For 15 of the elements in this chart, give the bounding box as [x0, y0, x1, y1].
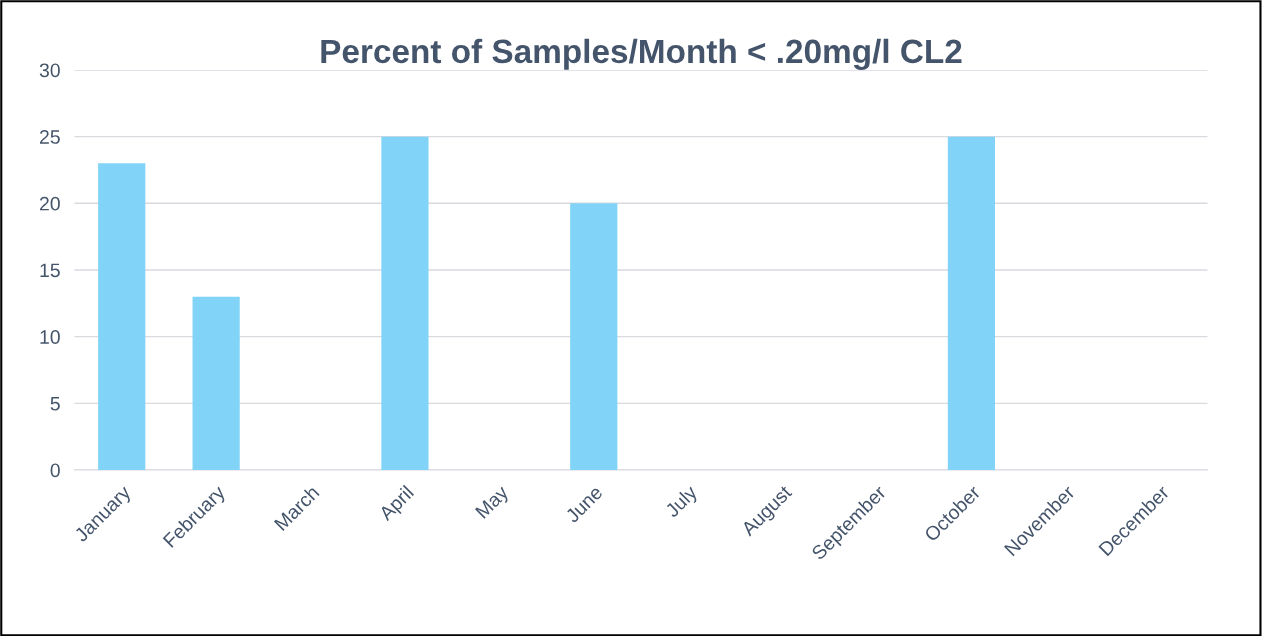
bar — [192, 296, 240, 470]
y-tick-label: 15 — [40, 263, 60, 278]
x-tick-label: May — [475, 484, 513, 522]
y-tick-label: 5 — [50, 397, 60, 411]
y-tick-label: 0 — [50, 463, 60, 478]
chart-title: Percent of Samples/Month < .20mg/l CL2 — [321, 38, 962, 70]
y-tick-label: 10 — [40, 330, 60, 344]
bar — [947, 136, 996, 470]
bar — [98, 163, 146, 470]
bar — [381, 136, 429, 470]
x-tick-label: July — [663, 483, 701, 521]
bar — [570, 203, 618, 470]
y-tick-label: 20 — [39, 196, 60, 211]
y-tick-label: 30 — [39, 63, 60, 78]
y-tick-label: 25 — [39, 130, 60, 144]
